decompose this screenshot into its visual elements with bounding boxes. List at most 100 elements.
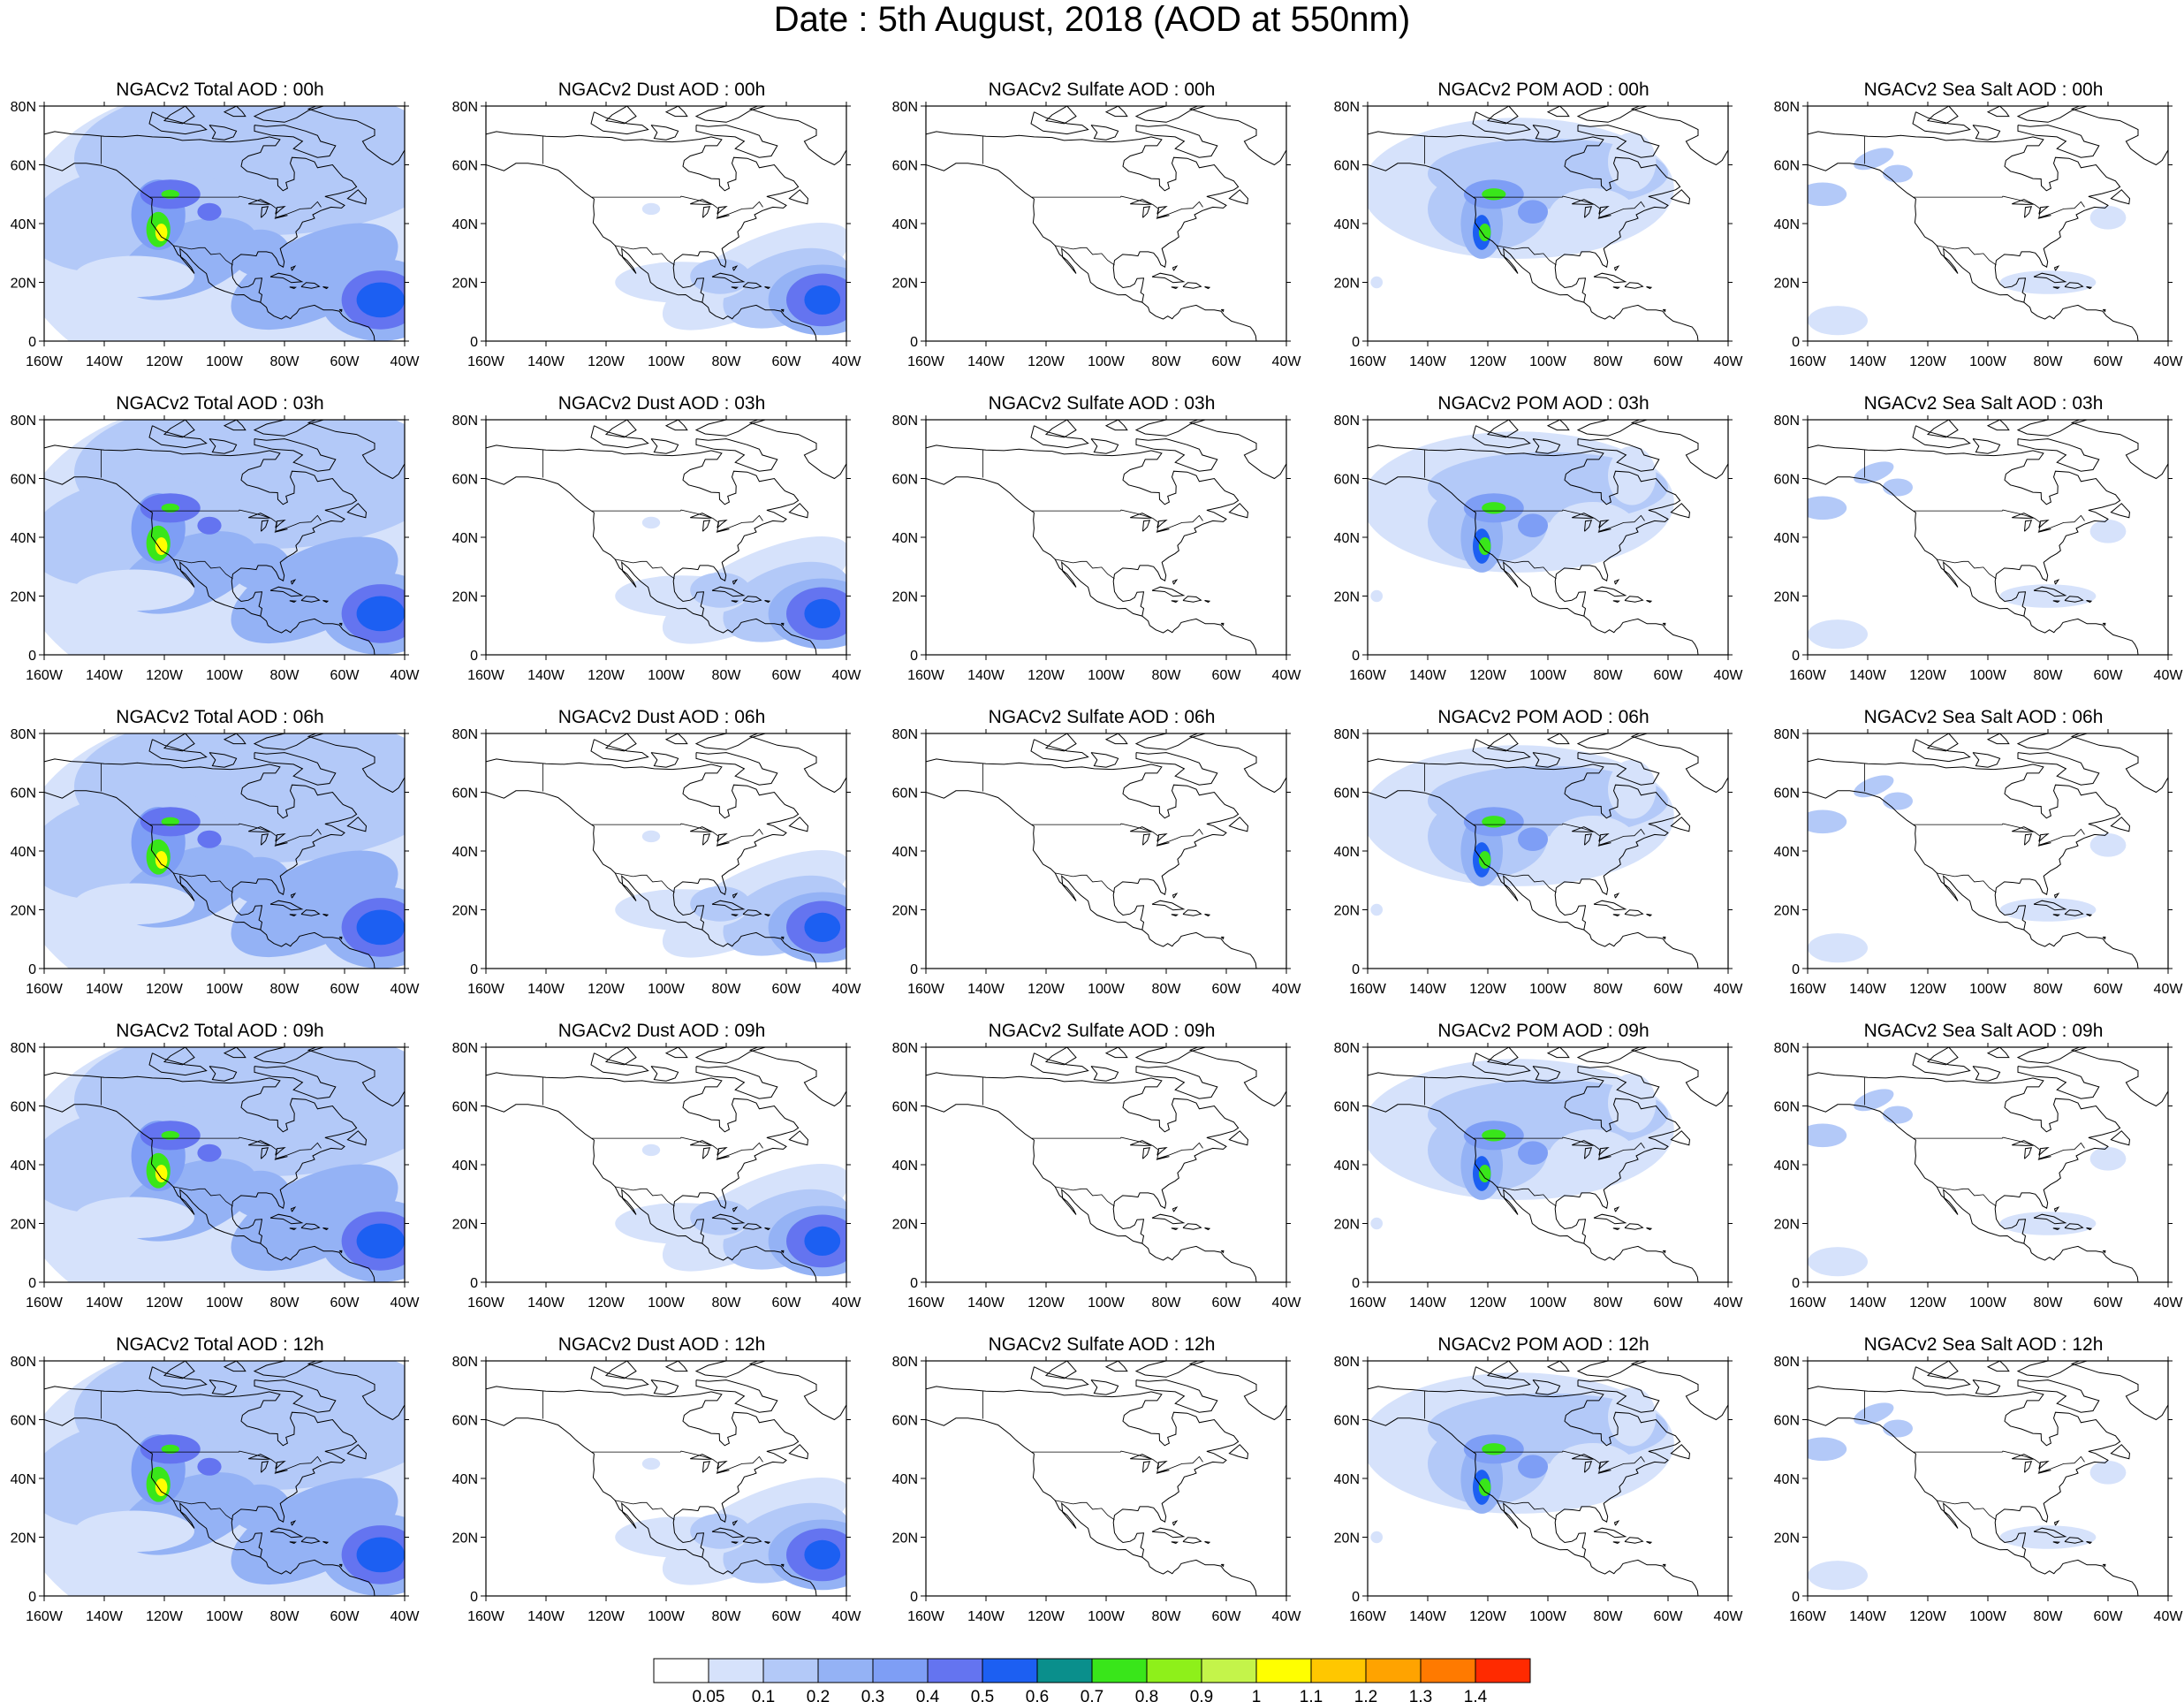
island-outline [289, 914, 297, 917]
island-outline [1662, 1250, 1666, 1254]
coastlines [1808, 733, 2168, 969]
aod-patch [230, 856, 291, 904]
island-outline [2052, 914, 2060, 917]
island-outline [1630, 1361, 1728, 1421]
lake-outline [702, 520, 711, 532]
panel-title: NGACv2 Total AOD : 00h [116, 80, 324, 100]
lat-tick-label: 40N [1334, 531, 1360, 546]
lat-tick-label: 80N [892, 100, 918, 115]
lat-tick-label: 40N [1334, 1472, 1360, 1487]
country-border [1936, 1186, 1997, 1207]
lon-tick-label: 140W [1849, 1609, 1887, 1624]
map-panel-dust-row-4: NGACv2 Dust AOD : 12h 160W 140W 120W 100W 80W… [442, 1334, 883, 1647]
lat-tick-label: 80N [1774, 1041, 1800, 1056]
lon-tick-label: 80W [2034, 1609, 2064, 1624]
lon-tick-label: 140W [527, 668, 565, 683]
island-outline [1188, 1047, 1286, 1107]
island-outline [223, 1047, 246, 1059]
lon-tick-label: 100W [206, 668, 244, 683]
lake-outline [717, 205, 728, 215]
island-outline [604, 733, 637, 752]
aod-patch [1482, 1129, 1506, 1142]
island-outline [1134, 106, 1206, 123]
aod-patch [1808, 306, 1868, 336]
lon-tick-label: 80W [712, 1295, 742, 1311]
country-border [1496, 1500, 1557, 1521]
aod-field [1808, 1361, 2168, 1596]
island-outline [2070, 106, 2168, 166]
aod-patch [1370, 903, 1383, 916]
aod-patch [1370, 589, 1383, 603]
island-outline [695, 125, 778, 158]
map-plot: 160W 140W 120W 100W 80W 60W 40W 0 20N 40N 60N 80N [11, 1355, 421, 1624]
island-outline [1546, 733, 1570, 745]
map-panel-seasalt-row-1: NGACv2 Sea Salt AOD : 03h 160W 140W 120W 100… [1763, 393, 2184, 706]
country-border [1032, 509, 1203, 532]
lon-tick-label: 160W [1789, 1609, 1827, 1624]
island-outline [1220, 308, 1225, 313]
coastline-west [486, 476, 817, 655]
coastline-west [44, 163, 375, 341]
aod-field [1368, 733, 1728, 969]
lon-tick-label: 100W [1529, 354, 1567, 369]
aod-patch [1548, 502, 1638, 561]
map-plot: 160W 140W 120W 100W 80W 60W 40W 0 20N 40N 60N 80N [1334, 414, 1744, 683]
lake-outline [716, 215, 730, 219]
lat-tick-label: 40N [1334, 845, 1360, 860]
lat-tick-label: 40N [1334, 1159, 1360, 1174]
lat-tick-label: 80N [1334, 414, 1360, 429]
coastline-west [926, 163, 1257, 341]
country-border [1936, 872, 1997, 893]
island-outline [1472, 1052, 1531, 1076]
island-outline [764, 286, 771, 290]
island-outline [1532, 1379, 1561, 1395]
island-outline [269, 1527, 304, 1539]
lon-tick-label: 60W [2094, 668, 2124, 683]
lon-tick-label: 140W [967, 1295, 1005, 1311]
island-outline [1646, 1227, 1653, 1231]
island-outline [2017, 1379, 2100, 1413]
lat-tick-label: 60N [452, 786, 478, 802]
aod-patch [1608, 759, 1657, 819]
island-outline [664, 1361, 688, 1372]
aod-patch [155, 1478, 168, 1496]
island-outline [731, 286, 739, 290]
lon-tick-label: 140W [527, 1295, 565, 1311]
lake-outline [2038, 205, 2050, 215]
lat-tick-label: 80N [892, 1355, 918, 1370]
lake-outline [2024, 520, 2033, 532]
lon-tick-label: 60W [1212, 1609, 1242, 1624]
lat-tick-label: 0 [1352, 962, 1360, 977]
panel-title: NGACv2 Sea Salt AOD : 09h [1863, 1021, 2104, 1041]
island-outline [711, 1527, 746, 1539]
aod-patch [804, 1226, 841, 1256]
lon-tick-label: 140W [1849, 982, 1887, 997]
island-outline [2053, 893, 2060, 899]
island-outline [1134, 1361, 1206, 1378]
lat-tick-label: 80N [11, 727, 36, 742]
lake-outline [1156, 528, 1170, 533]
coastlines [486, 1047, 846, 1282]
lon-tick-label: 100W [206, 982, 244, 997]
island-outline [1172, 265, 1179, 271]
lon-tick-label: 80W [2034, 668, 2064, 683]
lon-tick-label: 60W [772, 354, 802, 369]
island-outline [732, 1520, 739, 1526]
island-outline [1593, 586, 1627, 597]
country-border [150, 1136, 322, 1159]
aod-patch [155, 851, 168, 869]
lon-tick-label: 80W [1152, 1295, 1182, 1311]
island-outline [731, 1541, 739, 1545]
aod-patch [1370, 1531, 1383, 1544]
country-border [150, 823, 322, 846]
aod-patch [197, 516, 222, 535]
lon-tick-label: 120W [588, 668, 626, 683]
island-outline [1172, 579, 1179, 585]
map-panel-dust-row-1: NGACv2 Dust AOD : 03h 160W 140W 120W 100W 80W… [442, 393, 883, 706]
lat-tick-label: 20N [892, 1531, 918, 1546]
aod-patch [1608, 445, 1657, 505]
lon-tick-label: 40W [391, 354, 421, 369]
aod-patch [356, 596, 405, 632]
coastline-east [486, 1386, 800, 1558]
aod-field [926, 1361, 1286, 1596]
